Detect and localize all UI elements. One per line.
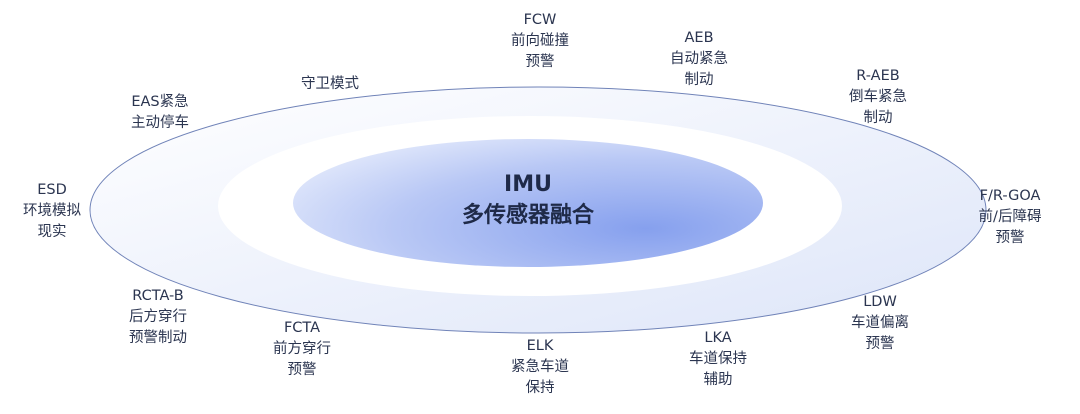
- feature-code: EAS紧急: [131, 94, 189, 110]
- feature-desc: 预警: [287, 362, 317, 378]
- center-subtitle: 多传感器融合: [461, 203, 595, 228]
- feature-desc: 车道偏离: [851, 315, 909, 331]
- feature-code: R-AEB: [856, 68, 900, 84]
- feature-aeb: AEB 自动紧急 制动: [670, 28, 728, 91]
- feature-desc: 守卫模式: [301, 76, 359, 92]
- feature-code: LKA: [704, 330, 732, 346]
- feature-code: ESD: [37, 182, 67, 198]
- feature-fr-goa: F/R-GOA 前/后障碍 预警: [979, 186, 1042, 249]
- feature-desc: 环境模拟: [23, 203, 81, 219]
- feature-lka: LKA 车道保持 辅助: [689, 328, 747, 391]
- feature-code: FCW: [523, 12, 557, 28]
- feature-esd: ESD 环境模拟 现实: [23, 180, 81, 243]
- feature-fcta: FCTA 前方穿行 预警: [273, 318, 331, 381]
- feature-desc: 自动紧急: [670, 51, 728, 67]
- feature-code: FCTA: [283, 320, 321, 336]
- feature-desc: 预警制动: [129, 330, 187, 346]
- feature-r-aeb: R-AEB 倒车紧急 制动: [849, 66, 907, 129]
- feature-guard-mode: 守卫模式: [301, 74, 359, 95]
- feature-desc: 前向碰撞: [511, 33, 569, 49]
- feature-code: RCTA-B: [132, 288, 184, 304]
- feature-desc: 保持: [525, 380, 555, 396]
- feature-desc: 制动: [863, 110, 893, 126]
- feature-desc: 预警: [865, 336, 895, 352]
- feature-code: ELK: [526, 338, 554, 354]
- feature-desc: 主动停车: [131, 115, 189, 131]
- feature-eas: EAS紧急 主动停车: [131, 92, 189, 134]
- inner-ellipse: [293, 139, 763, 267]
- center-label: IMU 多传感器融合: [462, 170, 594, 232]
- feature-desc: 倒车紧急: [849, 89, 907, 105]
- feature-desc: 车道保持: [689, 351, 747, 367]
- feature-desc: 后方穿行: [129, 309, 187, 325]
- center-title: IMU: [504, 172, 552, 197]
- feature-elk: ELK 紧急车道 保持: [511, 336, 569, 399]
- feature-desc: 预警: [525, 54, 555, 70]
- feature-desc: 紧急车道: [511, 359, 569, 375]
- feature-code: LDW: [863, 294, 897, 310]
- feature-fcw: FCW 前向碰撞 预警: [511, 10, 569, 73]
- feature-desc: 前方穿行: [273, 341, 331, 357]
- feature-desc: 预警: [995, 230, 1025, 246]
- feature-ldw: LDW 车道偏离 预警: [851, 292, 909, 355]
- feature-rcta-b: RCTA-B 后方穿行 预警制动: [129, 286, 187, 349]
- feature-desc: 辅助: [703, 372, 733, 388]
- feature-code: F/R-GOA: [979, 188, 1041, 204]
- feature-desc: 前/后障碍: [978, 209, 1042, 225]
- feature-code: AEB: [684, 30, 714, 46]
- feature-desc: 现实: [37, 224, 67, 240]
- feature-desc: 制动: [684, 72, 714, 88]
